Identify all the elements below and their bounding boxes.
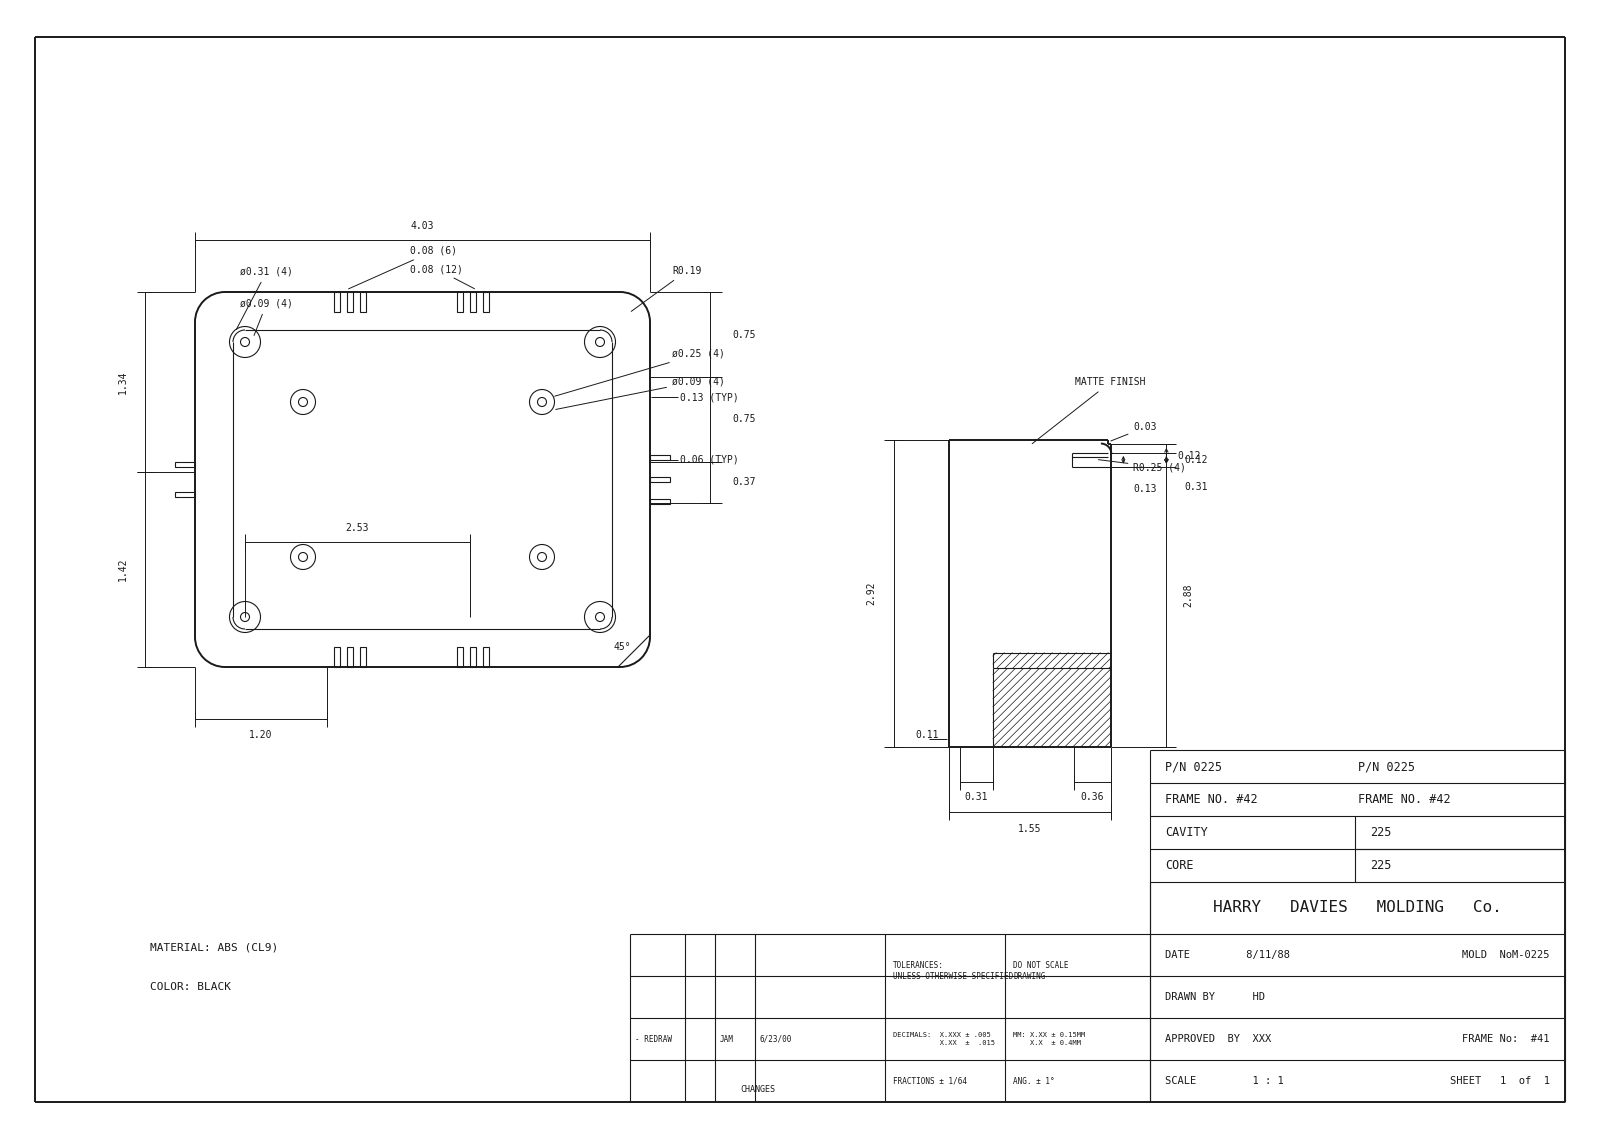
Text: 6/23/00: 6/23/00 [760,1035,792,1044]
Text: DRAWN BY      HD: DRAWN BY HD [1165,992,1266,1002]
Text: 0.08 (6): 0.08 (6) [349,246,458,289]
Text: ø0.25 (4): ø0.25 (4) [555,349,725,396]
Bar [458,648,462,667]
Bar [650,499,670,504]
Text: 0.31: 0.31 [1184,481,1208,491]
Bar [360,648,366,667]
Bar [334,292,339,312]
Bar [174,491,195,497]
Text: DATE         8/11/88: DATE 8/11/88 [1165,950,1290,960]
Text: FRAME NO. #42: FRAME NO. #42 [1165,794,1258,806]
Text: APPROVED  BY  XXX: APPROVED BY XXX [1165,1034,1272,1044]
Text: 0.13: 0.13 [1133,483,1157,494]
Text: ø0.31 (4): ø0.31 (4) [237,267,293,329]
Text: 0.75: 0.75 [731,414,755,424]
Text: MATTE FINISH: MATTE FINISH [1032,377,1146,444]
Text: FRAME NO. #42: FRAME NO. #42 [1357,794,1450,806]
Text: COLOR: BLACK: COLOR: BLACK [150,981,230,992]
Text: 0.37: 0.37 [731,478,755,488]
Text: HARRY   DAVIES   MOLDING   Co.: HARRY DAVIES MOLDING Co. [1213,900,1502,916]
Text: 2.53: 2.53 [346,523,368,533]
Text: P/N 0225: P/N 0225 [1165,760,1222,773]
Bar [650,455,670,461]
Bar [360,292,366,312]
Bar [334,648,339,667]
Text: 0.06 (TYP): 0.06 (TYP) [680,455,739,465]
Text: 0.13 (TYP): 0.13 (TYP) [680,392,739,402]
Text: MOLD  NoM-0225: MOLD NoM-0225 [1462,950,1550,960]
Text: JAM: JAM [720,1035,734,1044]
Bar [470,292,475,312]
Text: 0.31: 0.31 [965,792,989,801]
Text: 2.88: 2.88 [1184,583,1194,607]
Text: 0.11: 0.11 [915,730,938,740]
Bar [483,292,488,312]
Text: R0.19: R0.19 [632,266,701,311]
Text: 225: 225 [1370,826,1392,839]
Bar [347,648,352,667]
Text: FRACTIONS ± 1/64: FRACTIONS ± 1/64 [893,1077,966,1086]
Text: P/N 0225: P/N 0225 [1357,760,1414,773]
Bar [347,292,352,312]
Text: MM: X.XX ± 0.15MM
    X.X  ± 0.4MM: MM: X.XX ± 0.15MM X.X ± 0.4MM [1013,1032,1085,1046]
Bar [470,648,475,667]
Text: ANG. ± 1°: ANG. ± 1° [1013,1077,1054,1086]
Text: DO NOT SCALE
DRAWING: DO NOT SCALE DRAWING [1013,961,1069,981]
Bar [650,477,670,482]
Text: MATERIAL: ABS (CL9): MATERIAL: ABS (CL9) [150,942,278,952]
Text: R0.25 (4): R0.25 (4) [1098,460,1186,472]
Text: ø0.09 (4): ø0.09 (4) [555,376,725,410]
Text: 1.20: 1.20 [250,730,272,740]
Text: ø0.09 (4): ø0.09 (4) [240,299,293,335]
Text: 0.36: 0.36 [1080,792,1104,801]
Text: 1.34: 1.34 [118,370,128,394]
Text: CAVITY: CAVITY [1165,826,1208,839]
Text: 0.08 (12): 0.08 (12) [410,264,475,289]
Text: 1.55: 1.55 [1018,824,1042,834]
Bar [174,462,195,468]
Text: 0.75: 0.75 [731,329,755,340]
Text: 0.03: 0.03 [1110,422,1157,441]
Text: SHEET   1  of  1: SHEET 1 of 1 [1450,1077,1550,1086]
Text: 2.92: 2.92 [867,582,877,606]
Text: 4.03: 4.03 [411,221,434,231]
Text: TOLERANCES:
UNLESS OTHERWISE SPECIFIED: TOLERANCES: UNLESS OTHERWISE SPECIFIED [893,961,1013,981]
Text: 45°: 45° [613,642,630,652]
Text: CORE: CORE [1165,859,1194,872]
Text: CHANGES: CHANGES [739,1084,774,1094]
Text: 225: 225 [1370,859,1392,872]
Text: 0.12: 0.12 [1184,455,1208,465]
Text: 0.12: 0.12 [1178,451,1202,461]
Text: SCALE         1 : 1: SCALE 1 : 1 [1165,1077,1283,1086]
Text: 1.42: 1.42 [118,557,128,581]
Bar [483,648,488,667]
Text: FRAME No:  #41: FRAME No: #41 [1462,1034,1550,1044]
Bar [458,292,462,312]
Text: - REDRAW: - REDRAW [635,1035,672,1044]
Text: DECIMALS:  X.XXX ± .005
           X.XX  ±  .015: DECIMALS: X.XXX ± .005 X.XX ± .015 [893,1032,995,1046]
